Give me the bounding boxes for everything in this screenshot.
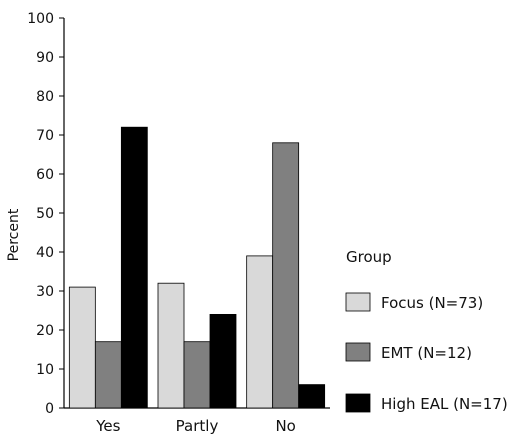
axes: 0 10 20 30 40 50 60 70 80 90 100 Yes Partly No — [27, 11, 330, 435]
legend-swatch — [345, 292, 371, 312]
legend-swatch — [345, 393, 371, 413]
legend-title: Group — [346, 248, 392, 266]
y-tick-label: 100 — [27, 11, 54, 27]
y-axis-label: Percent — [6, 208, 22, 261]
legend-label: Focus (N=73) — [381, 294, 483, 312]
y-tick-label: 60 — [36, 167, 54, 183]
bar — [68, 286, 96, 409]
y-tick-label: 30 — [36, 284, 54, 300]
x-tick-label: Partly — [176, 417, 219, 435]
legend-label: High EAL (N=17) — [381, 395, 508, 413]
bar — [209, 313, 237, 409]
y-tick-label: 70 — [36, 128, 54, 144]
x-tick-label: No — [275, 417, 295, 435]
bar — [183, 341, 211, 409]
y-tick-label: 80 — [36, 89, 54, 105]
legend-label: EMT (N=12) — [381, 344, 472, 362]
bar — [272, 142, 300, 409]
legend-swatch — [345, 342, 371, 362]
y-tick-label: 10 — [36, 362, 54, 378]
bar — [120, 126, 148, 409]
y-tick-label: 50 — [36, 206, 54, 222]
y-tick-label: 0 — [45, 401, 54, 417]
bar — [157, 282, 185, 409]
legend: Group Focus (N=73) EMT (N=12) High EAL (N=… — [345, 248, 508, 413]
bars — [68, 126, 326, 409]
bar — [246, 255, 274, 409]
y-tick-label: 20 — [36, 323, 54, 339]
x-tick-label: Yes — [95, 417, 120, 435]
bar — [298, 384, 326, 409]
y-tick-label: 40 — [36, 245, 54, 261]
y-tick-label: 90 — [36, 50, 54, 66]
bar — [94, 341, 122, 409]
